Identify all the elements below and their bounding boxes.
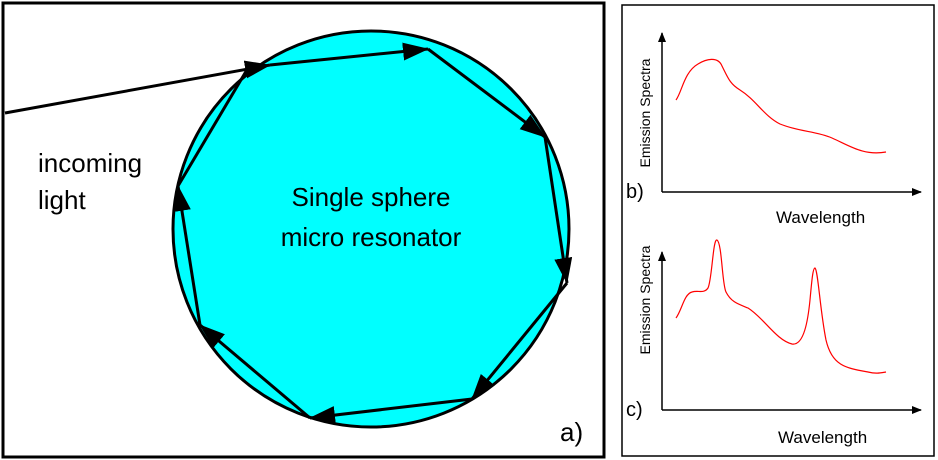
panel-b-spectrum-curve: [675, 58, 887, 154]
spectra-panel-frame: [621, 4, 935, 457]
ray-segment: [309, 397, 473, 425]
sphere-label-line2: micro resonator: [281, 222, 462, 252]
panel-c: Emission Spectra Wavelength c): [626, 239, 922, 447]
panel-c-letter: c): [626, 399, 643, 421]
ray-segment: [269, 42, 429, 67]
panel-a: incoming light Single sphere micro reson…: [1, 1, 606, 459]
ray-segment: [543, 136, 573, 284]
ray-segment: [173, 185, 202, 326]
panel-b: Emission Spectra Wavelength b): [626, 32, 922, 227]
incoming-label-line2: light: [38, 185, 86, 215]
ray-segment: [470, 282, 569, 400]
panel-a-frame: [1, 1, 606, 459]
panel-c-xlabel: Wavelength: [778, 428, 867, 447]
ray-segment: [427, 47, 546, 139]
panel-c-spectrum-curve: [675, 239, 887, 374]
panel-b-xlabel: Wavelength: [776, 208, 865, 227]
panel-c-ylabel: Emission Spectra: [637, 245, 653, 354]
ray-segment: [199, 323, 311, 420]
panel-a-letter: a): [560, 417, 583, 447]
incoming-label-line1: incoming: [38, 148, 142, 178]
panel-b-letter: b): [626, 181, 644, 203]
spectra-panel: Emission Spectra Wavelength b) Emission …: [621, 4, 935, 457]
ray-segment: [176, 67, 250, 187]
internal-reflection-path: [173, 42, 573, 425]
incoming-light-ray: [4, 60, 271, 115]
panel-b-ylabel: Emission Spectra: [637, 58, 653, 167]
sphere-label-line1: Single sphere: [292, 182, 451, 212]
sphere-resonator: [171, 29, 571, 429]
